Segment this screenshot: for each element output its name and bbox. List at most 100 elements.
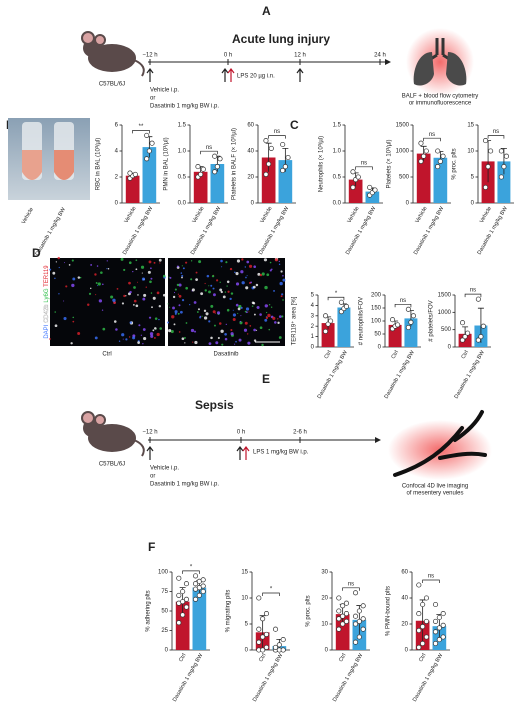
speckle (208, 320, 211, 323)
speckle (205, 312, 209, 316)
y-tick-label: 0 (378, 345, 382, 351)
speckle (246, 275, 248, 277)
speckles (49, 256, 286, 347)
speckle (142, 343, 144, 345)
mouse-icon (81, 411, 145, 457)
speckle (251, 301, 255, 305)
speckle (256, 306, 260, 309)
speckle (178, 331, 181, 333)
time-label: 12 h (294, 53, 306, 59)
speckle (178, 294, 182, 298)
speckle (282, 278, 286, 282)
data-point (343, 611, 350, 617)
data-point (475, 296, 481, 302)
speckle (282, 299, 284, 301)
speckle (150, 292, 153, 294)
speckle (141, 277, 146, 281)
y-tick-label: 0 (448, 345, 452, 351)
data-point (217, 156, 223, 162)
readout: of mesentery venules (406, 491, 463, 497)
y-tick-label: 0.0 (178, 201, 187, 207)
x-tick-label: Dasatinib 1 mg/kg BW (258, 205, 291, 256)
speckle (102, 283, 104, 286)
speckle (177, 293, 179, 295)
speckle (135, 304, 139, 308)
significance-label: ns (348, 581, 354, 587)
data-point (282, 164, 288, 170)
speckle (63, 316, 67, 321)
data-point (340, 613, 346, 619)
data-point (272, 626, 279, 632)
data-point (343, 618, 350, 624)
speckle (88, 292, 92, 295)
y-tick-label: 30 (321, 570, 328, 576)
data-point (200, 588, 206, 595)
data-point (192, 573, 199, 579)
data-point (436, 625, 442, 631)
data-point (482, 138, 489, 144)
bar (433, 157, 448, 203)
speckle (153, 261, 156, 264)
data-point (146, 148, 152, 154)
data-point (352, 621, 359, 627)
data-point (432, 618, 439, 624)
speckle (178, 304, 181, 307)
speckle (129, 290, 132, 294)
data-point (180, 612, 186, 618)
speckle (264, 318, 268, 322)
speckle (200, 292, 204, 296)
data-point (459, 320, 466, 326)
speckle (128, 336, 131, 338)
data-point (180, 599, 186, 605)
speckle (180, 272, 183, 274)
speckle (149, 332, 154, 336)
speckle (246, 260, 250, 264)
y-tick-label: 4 (311, 303, 315, 309)
speckle (97, 285, 99, 287)
data-point (420, 601, 426, 608)
significance-label: ns (429, 132, 435, 138)
speckle (221, 266, 223, 268)
x-tick-label: Dasatinib 1 mg/kg BW (172, 652, 205, 703)
y-tick-label: 25 (161, 628, 168, 634)
speckle (226, 285, 228, 287)
speckle (230, 292, 234, 295)
data-point (435, 148, 441, 154)
speckle (245, 286, 249, 290)
significance-label: ns (400, 298, 406, 304)
y-tick-label: 20 (401, 622, 408, 628)
data-point (338, 299, 344, 305)
data-point (356, 618, 362, 624)
speckle (129, 321, 133, 324)
data-point (266, 161, 272, 167)
speckle (240, 315, 242, 317)
data-point (475, 337, 481, 343)
y-tick-label: 0 (311, 345, 315, 351)
significance-label: * (335, 291, 338, 297)
speckle (137, 281, 139, 283)
significance-bracket (355, 166, 373, 170)
speckle (229, 297, 232, 301)
panel-letter: F (148, 540, 155, 554)
speckle (152, 296, 156, 300)
data-point (423, 618, 430, 624)
data-point (328, 318, 334, 324)
treatment: Dasatinib 1 mg/kg BW i.p. (150, 482, 219, 488)
speckle (244, 321, 248, 325)
y-axis-label: Neutrophils (× 10³/µl) (319, 136, 325, 192)
timeline-a: Acute lung injury −12 h 0 h 12 h 24 h C5… (81, 28, 478, 110)
data-point (263, 611, 270, 617)
y-tick-label: 0.0 (333, 201, 342, 207)
speckle (277, 321, 280, 324)
y-tick-label: 0 (325, 648, 329, 654)
speckle (113, 320, 117, 323)
data-point (256, 639, 262, 645)
speckle (57, 256, 60, 260)
speckle (71, 259, 74, 262)
speckle (220, 259, 223, 263)
speckle (234, 271, 236, 273)
data-point (263, 171, 269, 177)
speckle (265, 311, 268, 314)
image-label: Dasatinib (213, 352, 239, 358)
data-point (200, 583, 206, 589)
